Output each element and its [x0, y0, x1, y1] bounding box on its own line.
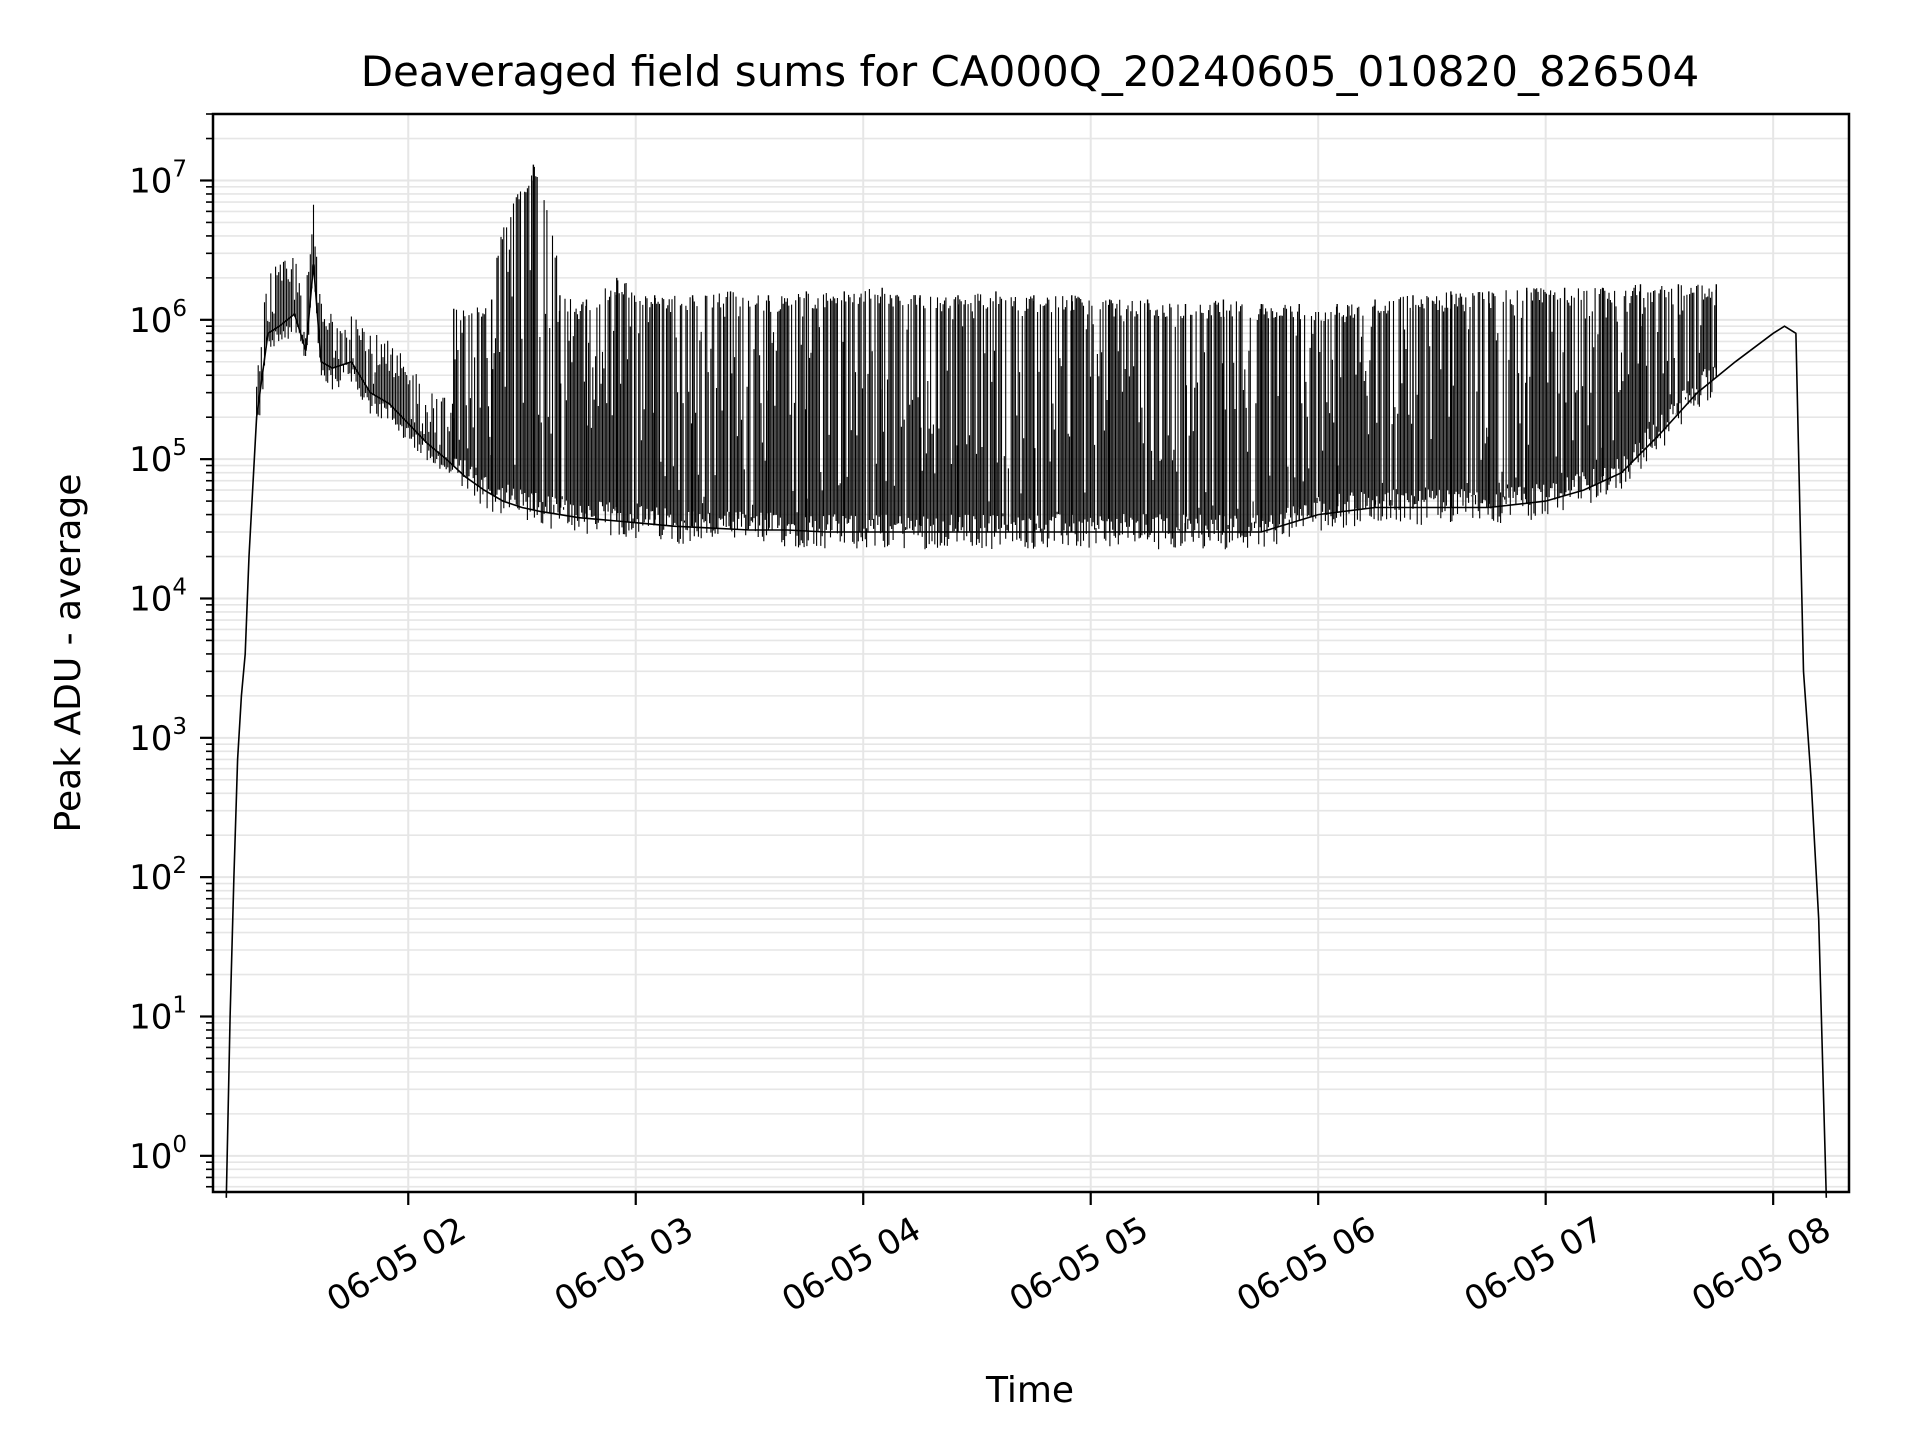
y-tick-label: 102 — [129, 853, 187, 898]
y-tick-label: 100 — [129, 1132, 187, 1177]
y-tick-label: 101 — [129, 992, 187, 1037]
x-tick-label: 06-05 03 — [548, 1209, 700, 1320]
grid — [213, 113, 1849, 1192]
x-tick-label: 06-05 07 — [1458, 1209, 1610, 1320]
y-tick-label: 103 — [129, 714, 187, 759]
x-tick-label: 06-05 05 — [1003, 1209, 1155, 1320]
y-axis: 100 101 102 103 104 105 106 107 — [129, 113, 213, 1188]
x-tick-label: 06-05 04 — [775, 1209, 927, 1320]
plot-frame — [211, 112, 1851, 1194]
chart-title: Deaveraged field sums for CA000Q_2024060… — [361, 47, 1700, 96]
x-tick-label: 06-05 02 — [320, 1209, 472, 1320]
x-axis-label: Time — [985, 1370, 1074, 1411]
data-series — [225, 164, 1828, 1198]
y-tick-label: 107 — [129, 156, 187, 201]
y-axis-label: Peak ADU - average — [48, 474, 89, 833]
series-noise — [256, 204, 454, 473]
y-tick-label: 106 — [129, 296, 187, 341]
x-axis: 06-05 02 06-05 03 06-05 04 06-05 05 06-05 06… — [320, 1192, 1838, 1320]
x-tick-label: 06-05 08 — [1685, 1209, 1837, 1320]
y-tick-label: 104 — [129, 574, 187, 619]
y-tick-label: 105 — [129, 435, 187, 480]
x-tick-label: 06-05 06 — [1230, 1209, 1382, 1320]
